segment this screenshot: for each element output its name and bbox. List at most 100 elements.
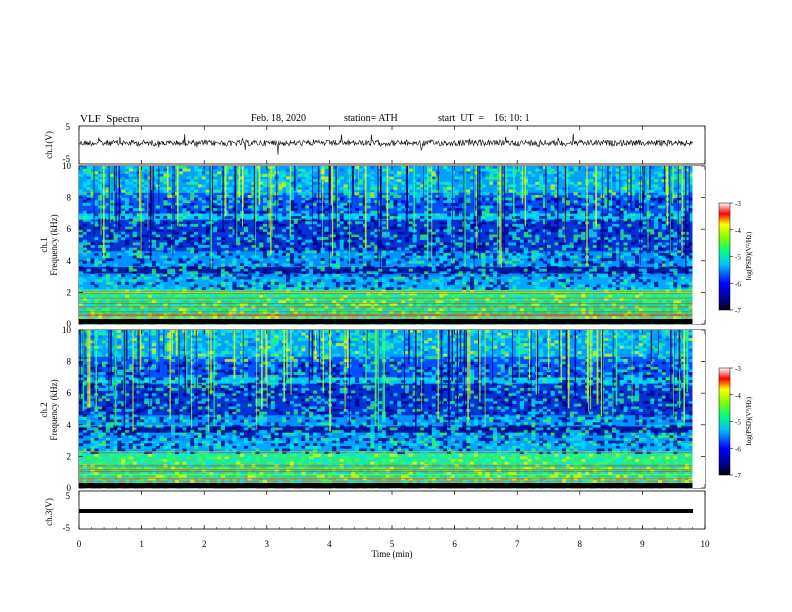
spectrogram-cell bbox=[358, 274, 364, 277]
spectrogram-cell bbox=[447, 184, 452, 188]
spectrogram-cell bbox=[385, 287, 390, 291]
spectrogram-cell bbox=[516, 266, 521, 270]
spectrogram-cell bbox=[282, 173, 287, 177]
spectrogram-cell bbox=[182, 268, 187, 272]
spectrogram-cell bbox=[374, 279, 379, 283]
spectrogram-cell bbox=[362, 255, 367, 259]
spectrogram-cell bbox=[562, 218, 567, 222]
spectrogram-cell bbox=[596, 263, 601, 267]
spectrogram-cell bbox=[565, 245, 571, 248]
spectrogram-cell bbox=[427, 308, 433, 312]
spectrogram-cell bbox=[136, 187, 141, 191]
spectrogram-cell bbox=[259, 216, 264, 219]
spectrogram-cell bbox=[458, 295, 463, 298]
spectrogram-cell bbox=[431, 279, 436, 283]
spectrogram-cell bbox=[82, 401, 87, 405]
spectrogram-cell bbox=[485, 276, 490, 280]
spectrogram-cell bbox=[309, 168, 314, 172]
spectrogram-cell bbox=[431, 181, 436, 185]
spectrogram-cell bbox=[635, 208, 640, 212]
spectrogram-cell bbox=[562, 168, 567, 172]
spectrogram-cell bbox=[182, 308, 187, 312]
spectrogram-cell bbox=[362, 263, 367, 267]
spectrogram-cell bbox=[217, 271, 222, 275]
spectrogram-cell bbox=[98, 372, 103, 376]
spectrogram-cell bbox=[128, 302, 133, 306]
spectrogram-cell bbox=[504, 229, 509, 233]
spectrogram-cell bbox=[132, 247, 137, 251]
spectrogram-cell bbox=[684, 252, 689, 256]
spectrogram-cell bbox=[266, 239, 272, 243]
spectrogram-cell bbox=[178, 258, 183, 262]
spectrogram-cell bbox=[94, 438, 99, 441]
spectrogram-cell bbox=[240, 287, 245, 291]
spectrogram-cell bbox=[132, 461, 137, 465]
spectrogram-cell bbox=[562, 192, 567, 196]
spectrogram-cell bbox=[90, 472, 95, 476]
spectrogram-cell bbox=[140, 260, 145, 264]
spectrogram-cell bbox=[389, 173, 394, 177]
spectrogram-cell bbox=[531, 223, 536, 227]
spectrogram-cell bbox=[201, 263, 206, 267]
spectrogram-cell bbox=[347, 274, 352, 277]
spectrogram-streak bbox=[565, 166, 567, 239]
spectrogram-cell bbox=[343, 281, 348, 285]
spectrogram-cell bbox=[424, 297, 429, 301]
spectrogram-cell bbox=[155, 166, 160, 169]
spectrogram-cell bbox=[535, 255, 540, 259]
spectrogram-cell bbox=[658, 247, 663, 251]
spectrogram-cell bbox=[389, 302, 394, 306]
spectrogram-cell bbox=[148, 263, 153, 267]
spectrogram-cell bbox=[542, 189, 548, 193]
spectrogram-cell bbox=[201, 252, 206, 256]
spectrogram-cell bbox=[439, 247, 444, 251]
spectrogram-cell bbox=[569, 302, 574, 306]
spectrogram-cell bbox=[278, 234, 283, 238]
spectrogram-cell bbox=[293, 287, 298, 291]
spectrogram-cell bbox=[132, 242, 137, 246]
spectrogram-cell bbox=[79, 424, 84, 428]
spectrogram-cell bbox=[178, 166, 183, 169]
spectrogram-cell bbox=[550, 260, 555, 264]
spectrogram-cell bbox=[627, 192, 632, 196]
spectrogram-cell bbox=[243, 173, 249, 177]
spectrogram-cell bbox=[401, 231, 406, 235]
spectrogram-cell bbox=[140, 409, 145, 412]
spectrogram-cell bbox=[289, 260, 295, 264]
spectrogram-cell bbox=[358, 221, 364, 225]
spectrogram-cell bbox=[481, 197, 486, 201]
spectrogram-cell bbox=[247, 234, 252, 238]
spectrogram-cell bbox=[316, 242, 321, 246]
spectrogram-cell bbox=[431, 173, 436, 177]
spectrogram-cell bbox=[274, 295, 279, 298]
spectrogram-cell bbox=[581, 289, 586, 293]
spectrogram-cell bbox=[332, 274, 337, 277]
spectrogram-cell bbox=[201, 308, 206, 312]
spectrogram-cell bbox=[519, 308, 525, 312]
spectrogram-cell bbox=[270, 216, 275, 219]
spectrogram-cell bbox=[462, 279, 467, 283]
spectrogram-cell bbox=[374, 210, 379, 214]
spectrogram-streak bbox=[669, 166, 671, 262]
spectrogram-cell bbox=[228, 205, 233, 209]
spectrogram-cell bbox=[125, 197, 130, 201]
spectrogram-cell bbox=[240, 310, 245, 314]
spectrogram-cell bbox=[274, 297, 279, 301]
spectrogram-cell bbox=[397, 237, 402, 241]
spectrogram-cell bbox=[554, 274, 559, 277]
spectrogram-cell bbox=[270, 189, 275, 193]
spectrogram-cell bbox=[627, 179, 632, 183]
spectrogram-cell bbox=[270, 221, 275, 225]
spectrogram-cell bbox=[194, 181, 199, 185]
spectrogram-cell bbox=[589, 268, 594, 272]
spectrogram-cell bbox=[117, 281, 122, 285]
spectrogram-cell bbox=[113, 432, 118, 436]
spectrogram-cell bbox=[370, 310, 375, 314]
spectrogram-cell bbox=[485, 208, 490, 212]
spectrogram-cell bbox=[577, 197, 582, 201]
spectrogram-cell bbox=[113, 448, 118, 452]
spectrogram-cell bbox=[155, 187, 160, 191]
spectrogram-cell bbox=[681, 302, 686, 306]
spectrogram-cell bbox=[105, 297, 110, 301]
spectrogram-cell bbox=[274, 302, 279, 306]
